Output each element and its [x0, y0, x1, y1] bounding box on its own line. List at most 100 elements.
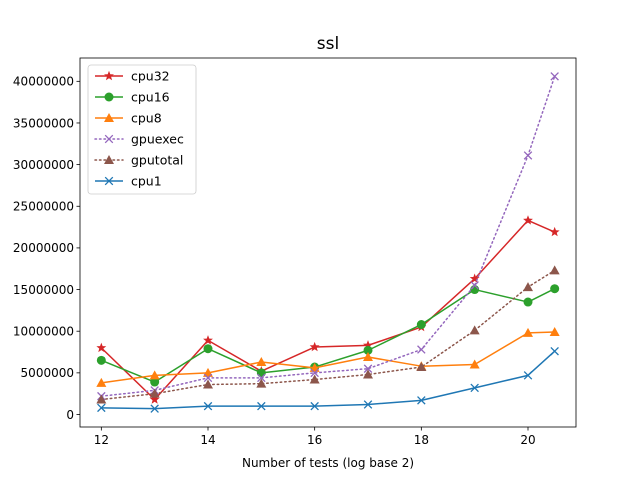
legend-marker-cpu32 — [104, 70, 114, 81]
data-point-cpu32 — [523, 215, 533, 225]
data-point-gputotal — [256, 378, 267, 388]
data-point-cpu16 — [550, 284, 560, 294]
data-point-gputotal — [469, 325, 480, 335]
data-point-gputotal — [416, 362, 427, 372]
data-point-cpu8 — [363, 352, 373, 362]
x-tick-label: 14 — [200, 433, 215, 447]
data-point-gputotal — [149, 388, 160, 398]
legend-marker-gpuexec — [104, 134, 114, 144]
y-tick-label: 10000000 — [13, 325, 74, 339]
legend-label-cpu1: cpu1 — [131, 174, 162, 189]
data-point-cpu1 — [550, 346, 559, 356]
data-point-cpu8 — [149, 370, 160, 380]
data-point-gpuexec — [417, 345, 426, 354]
y-tick-label: 30000000 — [13, 158, 74, 172]
data-point-cpu1 — [203, 401, 213, 411]
legend-item-cpu16: cpu16 — [95, 90, 170, 105]
series-line-cpu16 — [101, 288, 556, 383]
data-point-cpu1 — [257, 401, 266, 411]
series-line-cpu1 — [101, 350, 556, 410]
data-point-cpu1 — [363, 400, 373, 409]
legend-label-cpu32: cpu32 — [131, 69, 170, 84]
data-point-cpu16 — [96, 355, 106, 365]
data-point-cpu16 — [150, 377, 160, 387]
series-line-gputotal — [100, 269, 556, 401]
legend-item-cpu1: cpu1 — [95, 174, 162, 189]
data-point-cpu8 — [523, 327, 533, 337]
legend-label-cpu8: cpu8 — [131, 111, 162, 126]
series-cpu16 — [96, 284, 560, 387]
series-line-gpuexec — [100, 75, 556, 397]
data-point-gputotal — [309, 374, 320, 384]
series-cpu1 — [97, 346, 559, 413]
data-point-cpu16 — [256, 368, 266, 378]
data-point-gputotal — [203, 379, 213, 389]
data-point-gpuexec — [550, 72, 559, 81]
series-line-cpu32 — [100, 219, 555, 401]
legend-marker-cpu8 — [104, 113, 114, 122]
data-point-cpu32 — [203, 335, 213, 345]
chart-title: ssl — [317, 34, 339, 54]
plot-area: 12 14 16 18 20 0 5000000 10000000 15000000 200000… — [13, 57, 577, 447]
data-point-cpu32 — [149, 394, 160, 404]
series-line-cpu8 — [101, 331, 555, 384]
data-point-cpu32 — [549, 226, 560, 237]
legend-marker-cpu1 — [104, 176, 114, 186]
data-point-cpu32 — [309, 341, 320, 352]
data-point-gputotal — [363, 369, 373, 379]
data-point-gpuexec — [203, 373, 213, 383]
y-tick-label: 20000000 — [13, 241, 74, 255]
data-point-gpuexec — [310, 368, 319, 378]
data-point-cpu16 — [470, 285, 480, 295]
data-point-cpu32 — [96, 342, 107, 353]
x-tick-label: 20 — [520, 433, 535, 447]
y-tick-label: 15000000 — [13, 283, 74, 297]
legend-label-cpu16: cpu16 — [131, 90, 170, 105]
legend-item-gputotal: gputotal — [94, 153, 183, 168]
data-point-gpuexec — [257, 373, 266, 383]
y-tick-label: 25000000 — [13, 200, 74, 214]
data-point-gputotal — [523, 282, 533, 292]
data-point-cpu8 — [549, 327, 560, 337]
y-tick-label: 40000000 — [13, 75, 74, 89]
legend-item-cpu8: cpu8 — [95, 111, 162, 126]
series-gputotal — [96, 265, 560, 404]
data-point-cpu1 — [470, 383, 479, 393]
legend: cpu32 cpu16 cpu8 gpuexec gputotal cpu1 — [87, 64, 197, 195]
data-point-gputotal — [96, 394, 107, 404]
legend-label-gpuexec: gpuexec — [131, 132, 184, 147]
data-point-gpuexec — [470, 281, 479, 290]
series-gpuexec — [97, 72, 559, 401]
data-point-cpu8 — [256, 357, 267, 367]
y-tick-label: 0 — [66, 408, 74, 422]
data-point-cpu1 — [310, 401, 319, 411]
data-point-cpu1 — [417, 396, 426, 405]
data-point-cpu32 — [469, 273, 480, 283]
data-point-cpu16 — [363, 345, 373, 355]
y-tick-label: 5000000 — [21, 366, 74, 380]
y-tick-label: 35000000 — [13, 116, 74, 130]
legend-marker-gputotal — [104, 155, 114, 164]
data-point-cpu1 — [150, 404, 159, 413]
data-point-cpu32 — [363, 340, 373, 350]
axes-frame — [79, 57, 577, 428]
data-point-cpu8 — [96, 377, 107, 387]
x-tick-label: 16 — [307, 433, 322, 447]
x-axis-label: Number of tests (log base 2) — [242, 456, 414, 470]
data-point-cpu8 — [469, 359, 480, 369]
data-point-cpu1 — [97, 403, 106, 413]
legend-label-gputotal: gputotal — [131, 153, 183, 168]
x-tick-label: 18 — [414, 433, 429, 447]
data-point-gpuexec — [523, 151, 533, 160]
data-point-cpu1 — [523, 371, 533, 380]
data-point-cpu16 — [523, 297, 533, 307]
data-point-cpu16 — [416, 320, 426, 330]
data-point-gpuexec — [363, 364, 373, 373]
legend-marker-cpu16 — [104, 92, 114, 102]
legend-item-cpu32: cpu32 — [95, 69, 170, 84]
legend-item-gpuexec: gpuexec — [94, 132, 184, 147]
x-tick-label: 12 — [94, 433, 109, 447]
data-point-gputotal — [549, 265, 560, 275]
data-point-cpu16 — [203, 344, 213, 354]
